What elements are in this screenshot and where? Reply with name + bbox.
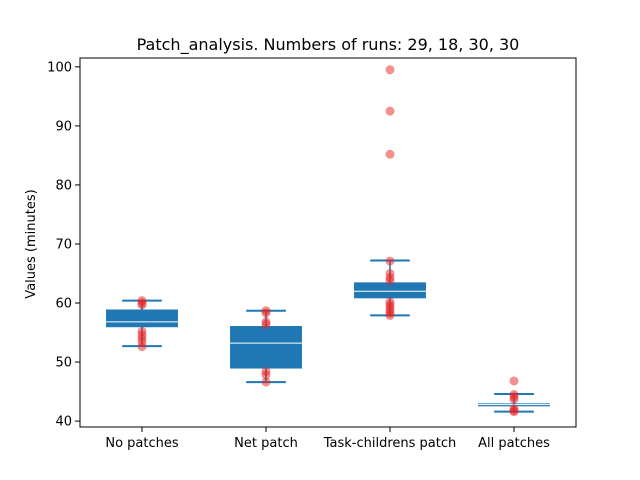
box-group bbox=[354, 65, 426, 320]
data-point bbox=[137, 300, 147, 310]
y-tick-label: 70 bbox=[55, 237, 72, 252]
x-tick-label: No patches bbox=[105, 436, 179, 451]
y-tick-label: 60 bbox=[55, 297, 72, 312]
data-point bbox=[261, 377, 271, 387]
data-point bbox=[385, 106, 395, 116]
x-tick-label: Net patch bbox=[234, 436, 298, 451]
x-tick-label: Task-childrens patch bbox=[323, 436, 457, 451]
box-iqr bbox=[230, 326, 302, 369]
box-iqr bbox=[354, 282, 426, 299]
axes: 40 50 60 70 80 90 100 No patches Net patch Task-c… bbox=[47, 60, 550, 451]
chart-title: Patch_analysis. Numbers of runs: 29, 18,… bbox=[137, 35, 520, 55]
y-tick-label: 80 bbox=[55, 178, 72, 193]
box-group bbox=[478, 376, 550, 417]
plot-frame bbox=[79, 57, 577, 428]
data-point bbox=[385, 310, 395, 320]
data-point bbox=[385, 65, 395, 75]
data-point bbox=[137, 342, 147, 352]
y-axis-label: Values (minutes) bbox=[24, 189, 39, 298]
box-group bbox=[106, 296, 178, 352]
box-iqr bbox=[106, 309, 178, 328]
y-tick-label: 90 bbox=[55, 119, 72, 134]
data-point bbox=[261, 308, 271, 318]
data-point bbox=[261, 319, 271, 329]
data-point bbox=[385, 149, 395, 159]
data-point bbox=[385, 256, 395, 266]
x-tick-label: All patches bbox=[478, 436, 550, 451]
y-tick-label: 100 bbox=[47, 60, 72, 75]
data-point bbox=[261, 370, 271, 380]
data-point bbox=[509, 376, 519, 386]
y-tick-label: 40 bbox=[55, 415, 72, 430]
box-group bbox=[230, 306, 302, 387]
y-tick-label: 50 bbox=[55, 356, 72, 371]
data-point bbox=[385, 276, 395, 286]
data-point bbox=[509, 394, 519, 404]
plot-area bbox=[106, 65, 550, 417]
data-point bbox=[509, 407, 519, 417]
